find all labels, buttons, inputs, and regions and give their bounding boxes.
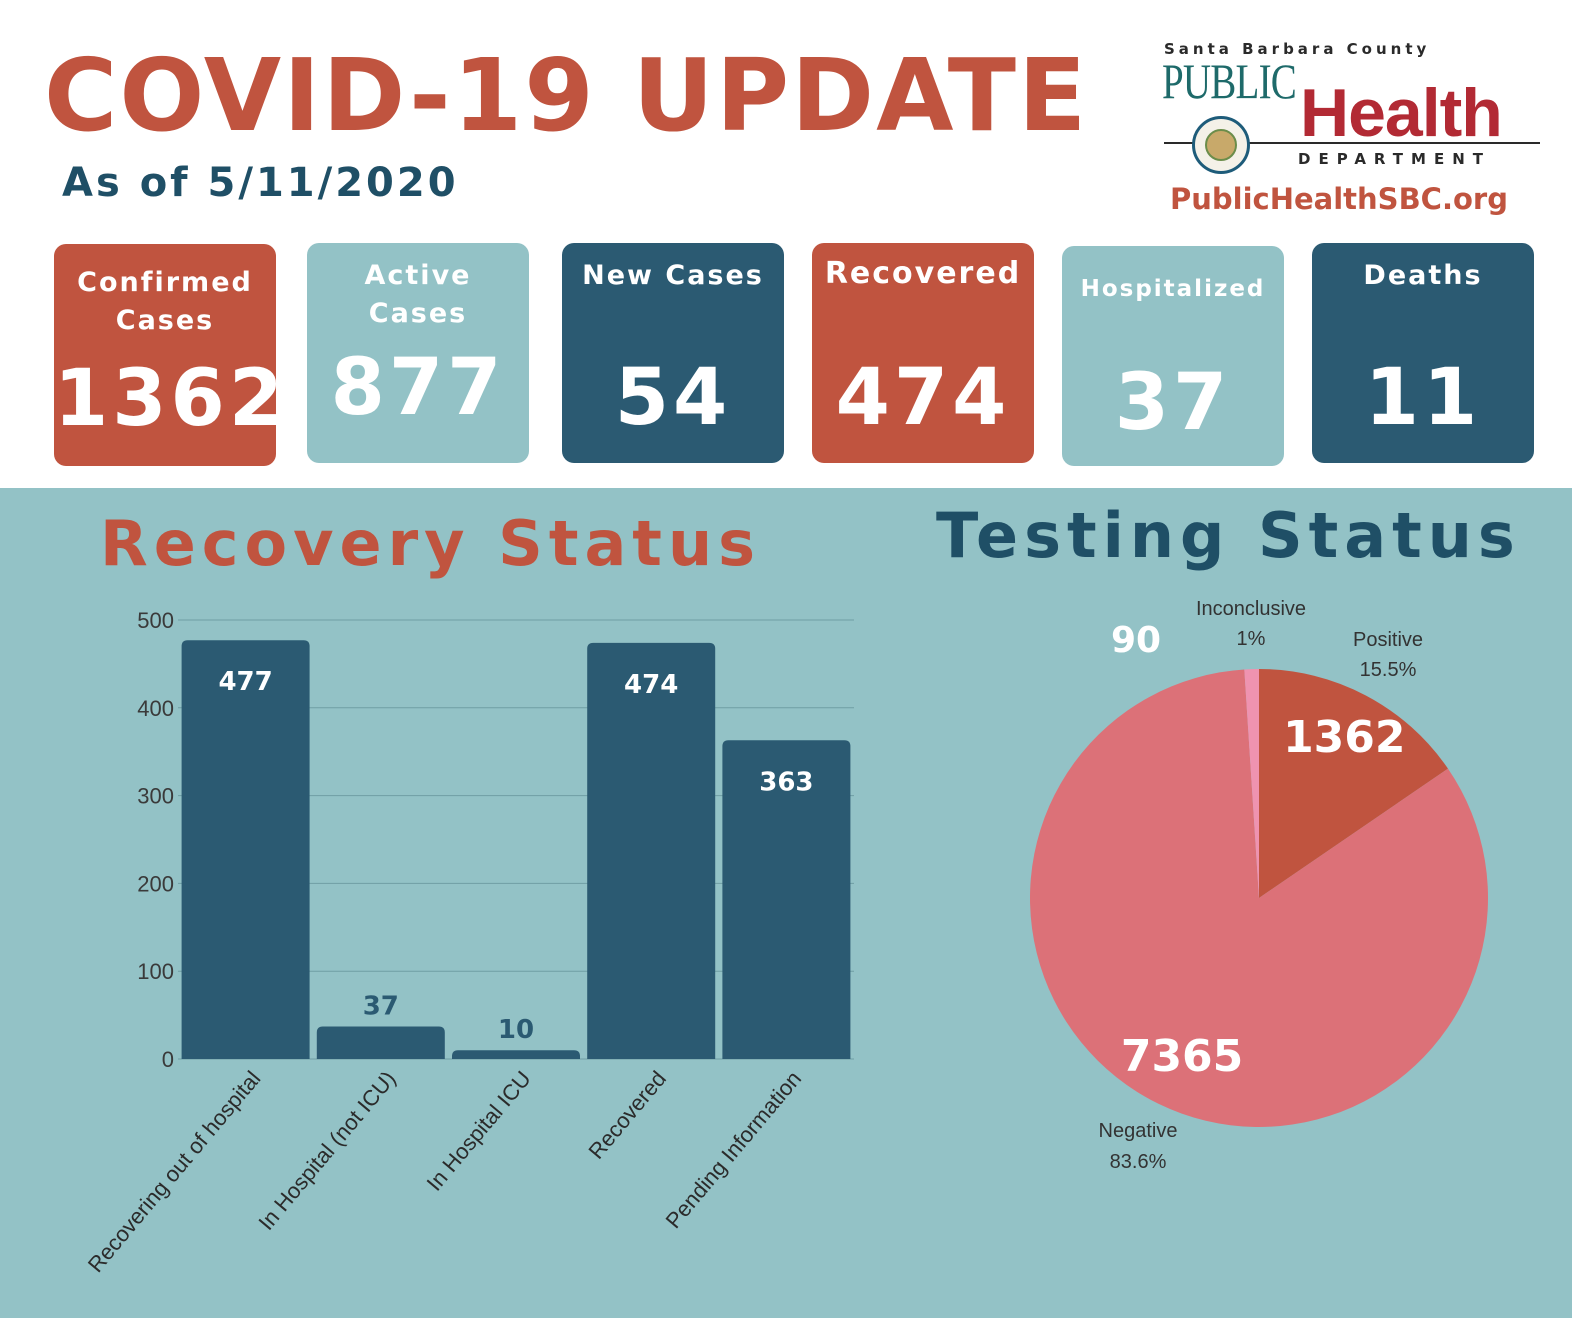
stat-card-confirmed: Confirmed Cases 1362 <box>54 244 288 466</box>
stat-value: 474 <box>835 353 1011 443</box>
bar <box>181 640 310 1059</box>
logo-health-text: Health <box>1300 75 1503 151</box>
county-seal-icon <box>1192 116 1250 174</box>
stat-label: Active Cases <box>364 260 472 329</box>
y-tick-label: 400 <box>137 696 174 721</box>
bar-value-label: 363 <box>759 767 813 797</box>
recovery-status-title: Recovery Status <box>100 507 761 580</box>
header: COVID-19 UPDATE As of 5/11/2020 Santa Ba… <box>0 0 1572 488</box>
logo-county-text: Santa Barbara County <box>1164 40 1431 58</box>
bar <box>316 1026 445 1059</box>
stat-card-active: Active Cases 877 <box>307 243 529 463</box>
pie-category-label: Positive <box>1353 629 1423 651</box>
stat-value: 11 <box>1364 353 1482 443</box>
pie-percent-label: 15.5% <box>1360 659 1417 681</box>
bar-value-label: 10 <box>498 1015 534 1045</box>
stat-value: 37 <box>1114 358 1232 448</box>
website-link[interactable]: PublicHealthSBC.org <box>1170 182 1508 216</box>
stat-value: 1362 <box>54 354 288 444</box>
y-tick-label: 200 <box>137 871 174 896</box>
pie-value-label: 7365 <box>1121 1031 1243 1082</box>
pie-category-label: Inconclusive <box>1196 598 1306 620</box>
pie-slice-positive <box>1259 669 1448 898</box>
stat-label: New Cases <box>582 260 764 291</box>
bar-value-label: 37 <box>363 992 399 1022</box>
pie-value-label: 1362 <box>1283 712 1405 763</box>
y-tick-label: 500 <box>137 608 174 633</box>
stat-card-hospitalized: Hospitalized 37 <box>1062 246 1284 466</box>
bar-value-label: 474 <box>624 670 678 700</box>
public-health-logo: Santa Barbara County PUBLIC Health DEPAR… <box>1160 36 1560 226</box>
logo-public-text: PUBLIC <box>1162 53 1297 109</box>
stat-label: Deaths <box>1363 260 1483 291</box>
bar <box>722 740 851 1059</box>
stat-card-recovered: Recovered 474 <box>812 243 1034 463</box>
stat-label: Recovered <box>824 256 1022 291</box>
bar <box>452 1050 580 1059</box>
y-tick-label: 100 <box>137 959 174 984</box>
pie-slice-inconclusive <box>1244 669 1259 898</box>
stat-label: Confirmed Cases <box>77 267 253 336</box>
pie-percent-label: 83.6% <box>1110 1151 1167 1173</box>
stat-value: 877 <box>330 343 506 433</box>
stat-label: Hospitalized <box>1080 276 1266 302</box>
stat-card-new-cases: New Cases 54 <box>562 243 784 463</box>
stat-card-deaths: Deaths 11 <box>1312 243 1534 463</box>
pie-category-label: Negative <box>1099 1120 1178 1142</box>
pie-slice-negative <box>1029 669 1488 1127</box>
y-tick-label: 0 <box>162 1047 174 1072</box>
pie-value-label: 90 <box>1111 620 1161 661</box>
stat-value: 54 <box>614 353 732 443</box>
page-title: COVID-19 UPDATE <box>44 37 1089 154</box>
logo-department-text: DEPARTMENT <box>1298 150 1491 168</box>
logo-divider <box>1164 142 1540 144</box>
pie-percent-label: 1% <box>1237 628 1266 650</box>
as-of-date: As of 5/11/2020 <box>62 160 459 206</box>
y-tick-label: 300 <box>137 784 174 809</box>
bar <box>587 642 716 1059</box>
testing-status-title: Testing Status <box>936 499 1521 572</box>
bar-value-label: 477 <box>218 667 272 697</box>
